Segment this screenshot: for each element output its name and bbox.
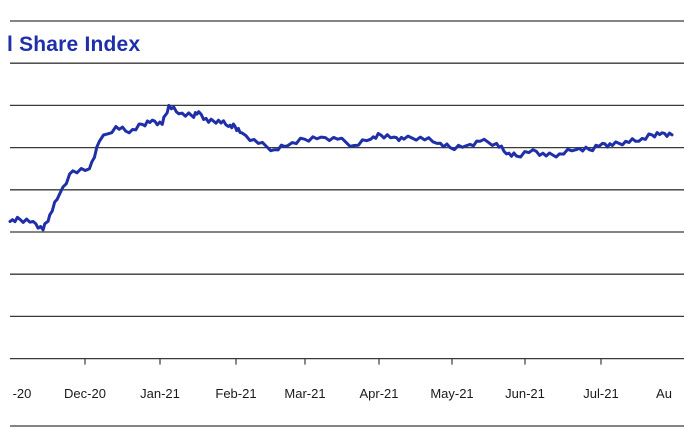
- x-tick-label-0: -20: [13, 386, 32, 401]
- x-tick-label-3: Feb-21: [215, 386, 256, 401]
- x-tick-label-4: Mar-21: [284, 386, 325, 401]
- x-tick-label-5: Apr-21: [359, 386, 398, 401]
- x-tick-label-1: Dec-20: [64, 386, 106, 401]
- x-tick-label-7: Jun-21: [505, 386, 545, 401]
- series-line-0: [8, 103, 674, 232]
- series-group: [8, 103, 674, 232]
- x-tick-label-9: Au: [656, 386, 672, 401]
- x-tick-label-6: May-21: [430, 386, 473, 401]
- x-axis: [10, 358, 684, 427]
- x-tick-label-2: Jan-21: [140, 386, 180, 401]
- x-tick-label-8: Jul-21: [583, 386, 618, 401]
- x-tick-labels: -20 Dec-20 Jan-21 Feb-21 Mar-21 Apr-21 May-21 J…: [13, 386, 672, 401]
- chart-title: l Share Index: [7, 33, 141, 56]
- gridlines: [10, 20, 684, 360]
